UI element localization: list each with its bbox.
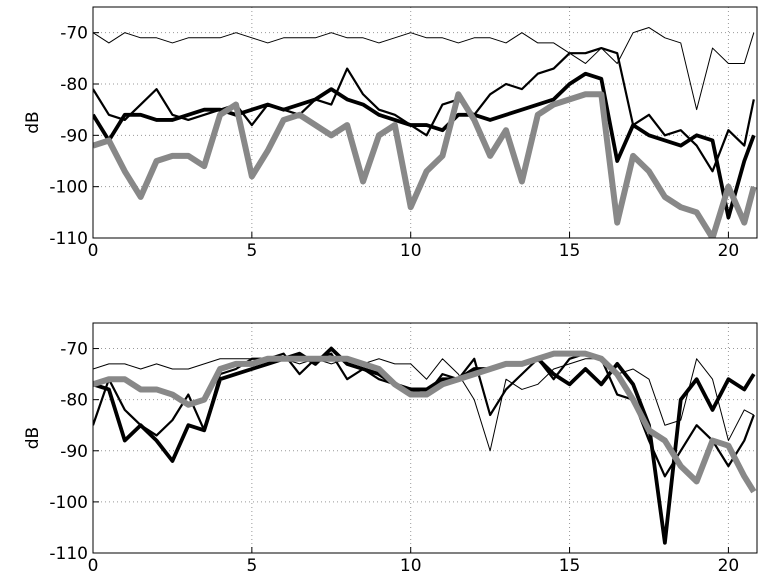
data-line: [93, 46, 755, 173]
axes: 0 5 10 15 20 -110 -100 -90 -80 -70 dB: [23, 6, 758, 261]
x-tick-label: 0: [88, 241, 99, 261]
x-tick-label: 10: [400, 241, 422, 261]
data-line: [93, 91, 757, 238]
y-tick-label: -90: [60, 442, 88, 462]
y-tick-label: -70: [60, 340, 88, 360]
plot-frame: [92, 6, 758, 239]
y-axis-label: dB: [23, 111, 43, 133]
y-tick-label: -100: [49, 178, 88, 198]
y-axis-label: dB: [23, 427, 43, 449]
y-tick-label: -100: [49, 493, 88, 513]
data-line: [93, 71, 756, 220]
plot-frame: [92, 322, 758, 554]
y-tick-label: -80: [60, 391, 88, 411]
y-tick-label: -110: [49, 229, 88, 249]
x-tick-label: 0: [88, 556, 99, 576]
y-tick-label: -70: [60, 24, 88, 44]
x-tick-label: 5: [246, 241, 257, 261]
data-line: [93, 27, 755, 111]
x-tick-label: 20: [718, 556, 740, 576]
data-line: [93, 350, 757, 494]
y-tick-label: -80: [60, 75, 88, 95]
x-tick-label: 20: [718, 241, 740, 261]
axes: 0 5 10 15 20 -110 -100 -90 -80 -70 dB: [23, 322, 758, 576]
x-tick-label: 15: [559, 241, 581, 261]
data-line: [93, 358, 755, 452]
x-tick-label: 10: [400, 556, 422, 576]
x-tick-label: 15: [559, 556, 581, 576]
data-line: [93, 346, 756, 545]
x-tick-label: 5: [246, 556, 257, 576]
y-tick-label: -90: [60, 126, 88, 146]
y-tick-label: -110: [49, 544, 88, 564]
